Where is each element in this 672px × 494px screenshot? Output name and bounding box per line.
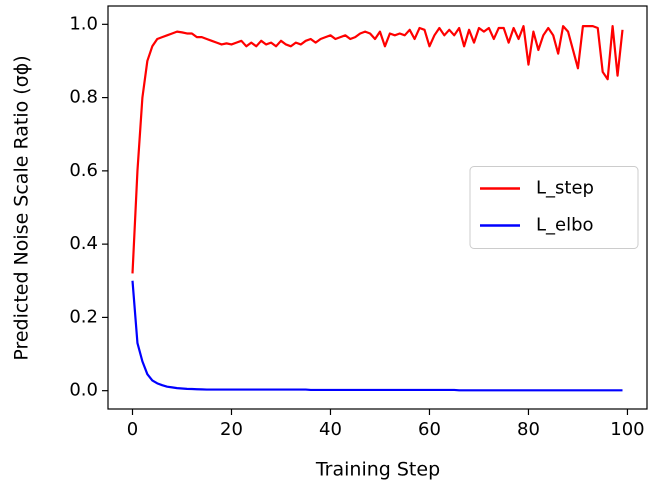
x-tick-label: 100 xyxy=(610,419,644,440)
y-tick-label: 0.2 xyxy=(69,306,98,327)
y-tick-label: 0.8 xyxy=(69,87,98,108)
legend-box xyxy=(469,166,639,249)
y-tick-label: 1.0 xyxy=(69,13,98,34)
plot-frame xyxy=(107,5,648,410)
y-tick-label: 0.0 xyxy=(69,380,98,401)
legend-label: L_step xyxy=(536,178,594,199)
x-tick-label: 20 xyxy=(220,419,243,440)
x-tick-label: 0 xyxy=(127,419,138,440)
x-tick-label: 60 xyxy=(418,419,441,440)
y-axis-label: Predicted Noise Scale Ratio (σϕ) xyxy=(11,55,33,360)
y-tick-label: 0.4 xyxy=(69,233,98,254)
data-line xyxy=(131,280,623,392)
y-tick-label: 0.6 xyxy=(69,160,98,181)
x-axis-label: Training Step xyxy=(315,459,440,481)
data-line xyxy=(131,25,624,274)
x-tick-label: 40 xyxy=(319,419,342,440)
x-tick-label: 80 xyxy=(517,419,540,440)
legend-label: L_elbo xyxy=(536,215,594,236)
